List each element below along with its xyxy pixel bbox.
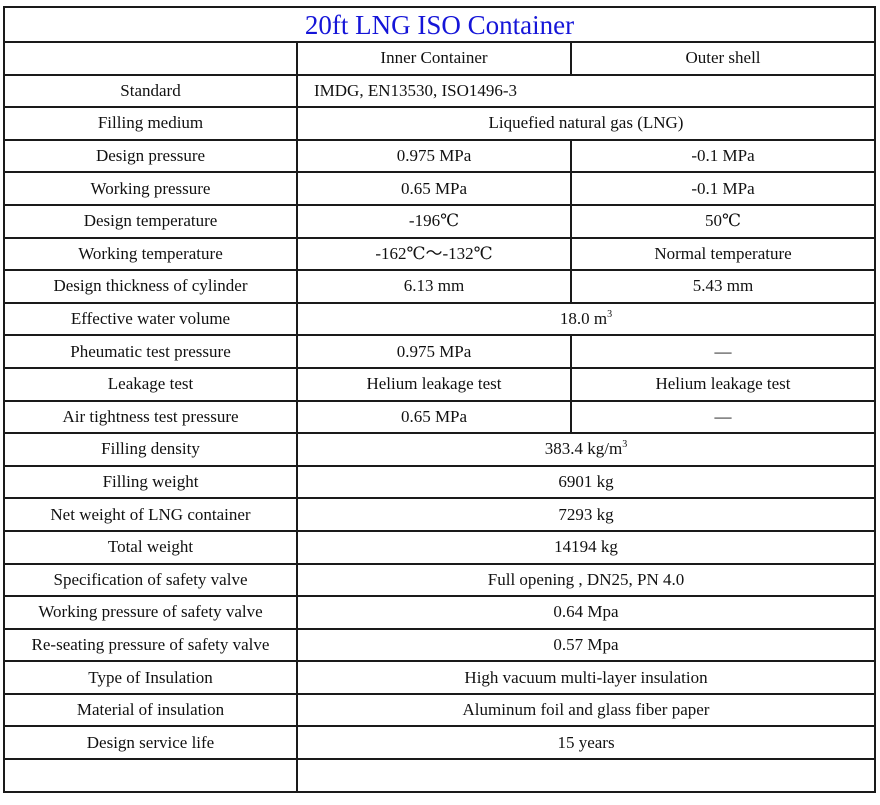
row-value-text: IMDG, EN13530, ISO1496-3: [314, 80, 518, 100]
row-value: 0.57 Mpa: [296, 627, 876, 663]
superscript: 3: [607, 309, 613, 321]
table-row: Effective water volume 18.0 m3: [3, 301, 876, 337]
row-value-inner: 0.975 MPa: [296, 334, 572, 369]
row-label: Working temperature: [3, 236, 298, 272]
row-label: Design thickness of cylinder: [3, 269, 298, 304]
row-value-inner: 0.975 MPa: [296, 138, 572, 174]
row-value-outer: —: [570, 334, 876, 369]
table-row: Standard IMDG, EN13530, ISO1496-3: [3, 73, 876, 109]
table-row: Design service life 15 years: [3, 725, 876, 761]
row-label: Design temperature: [3, 203, 298, 239]
row-label: Filling weight: [3, 464, 298, 500]
row-label: Leakage test: [3, 366, 298, 402]
header-blank: [3, 41, 298, 76]
row-value: Aluminum foil and glass fiber paper: [296, 692, 876, 728]
row-label: Pheumatic test pressure: [3, 334, 298, 369]
table-row: Re-seating pressure of safety valve 0.57 …: [3, 627, 876, 663]
row-value-outer: 50℃: [570, 203, 876, 239]
row-label: Working pressure: [3, 171, 298, 206]
table-row: Air tightness test pressure 0.65 MPa —: [3, 399, 876, 435]
row-value-outer: 5.43 mm: [570, 269, 876, 304]
table-row: Design thickness of cylinder 6.13 mm 5.43 …: [3, 269, 876, 304]
row-value-inner: -196℃: [296, 203, 572, 239]
row-value-outer: Normal temperature: [570, 236, 876, 272]
row-value-inner: Helium leakage test: [296, 366, 572, 402]
row-label: Design pressure: [3, 138, 298, 174]
row-value-text: 15 years: [557, 732, 615, 752]
table-row: Design temperature -196℃ 50℃: [3, 203, 876, 239]
row-value-outer: -0.1 MPa: [570, 171, 876, 206]
table-row: Net weight of LNG container 7293 kg: [3, 497, 876, 532]
row-label: Filling density: [3, 432, 298, 467]
table-row: Total weight 14194 kg: [3, 529, 876, 565]
row-label: Material of insulation: [3, 692, 298, 728]
row-value: IMDG, EN13530, ISO1496-3: [296, 73, 876, 109]
row-value-inner: -162℃～-132℃: [296, 236, 572, 272]
row-label: Total weight: [3, 529, 298, 565]
table-row: Material of insulation Aluminum foil and …: [3, 692, 876, 728]
row-value-text: 0.57 Mpa: [553, 634, 619, 654]
row-label: Filling medium: [3, 106, 298, 141]
table-row: Filling medium Liquefied natural gas (LNG…: [3, 106, 876, 141]
row-label: Net weight of LNG container: [3, 497, 298, 532]
row-value: High vacuum multi-layer insulation: [296, 660, 876, 695]
table-row: Pheumatic test pressure 0.975 MPa —: [3, 334, 876, 369]
row-value-text: 7293 kg: [558, 504, 614, 524]
table-row: Specification of safety valve Full openin…: [3, 562, 876, 598]
row-label: Working pressure of safety valve: [3, 595, 298, 630]
cropped-cell: [3, 758, 298, 793]
row-value: 0.64 Mpa: [296, 595, 876, 630]
header-outer-shell: Outer shell: [570, 41, 876, 76]
header-row: Inner Container Outer shell: [3, 41, 876, 76]
row-label: Air tightness test pressure: [3, 399, 298, 435]
cropped-cell: [296, 758, 876, 793]
table-row: Type of Insulation High vacuum multi-laye…: [3, 660, 876, 695]
row-value-text: 6901 kg: [558, 472, 614, 492]
row-value: 18.0 m3: [296, 301, 876, 337]
row-value-text: Aluminum foil and glass fiber paper: [462, 700, 710, 720]
row-value-outer: —: [570, 399, 876, 435]
row-value-text: 383.4 kg/m: [544, 439, 623, 459]
row-value-text: High vacuum multi-layer insulation: [464, 667, 708, 687]
row-value-text: 18.0 m: [559, 309, 608, 329]
row-value: Full opening , DN25, PN 4.0: [296, 562, 876, 598]
table-row: Filling density 383.4 kg/m3: [3, 432, 876, 467]
row-value-inner: 6.13 mm: [296, 269, 572, 304]
row-value: 14194 kg: [296, 529, 876, 565]
row-value-outer: Helium leakage test: [570, 366, 876, 402]
table-row: Design pressure 0.975 MPa -0.1 MPa: [3, 138, 876, 174]
row-value-outer: -0.1 MPa: [570, 138, 876, 174]
row-value-text: 14194 kg: [554, 537, 618, 557]
row-value: 15 years: [296, 725, 876, 761]
header-inner-container: Inner Container: [296, 41, 572, 76]
table-row: Working pressure of safety valve 0.64 Mpa: [3, 595, 876, 630]
row-label: Effective water volume: [3, 301, 298, 337]
spec-table: 20ft LNG ISO Container Inner Container O…: [3, 6, 876, 793]
table-row: Leakage test Helium leakage test Helium le…: [3, 366, 876, 402]
row-value: Liquefied natural gas (LNG): [296, 106, 876, 141]
table-row: Working pressure 0.65 MPa -0.1 MPa: [3, 171, 876, 206]
row-label: Design service life: [3, 725, 298, 761]
row-label: Re-seating pressure of safety valve: [3, 627, 298, 663]
row-label: Specification of safety valve: [3, 562, 298, 598]
row-value: 7293 kg: [296, 497, 876, 532]
row-value-inner: 0.65 MPa: [296, 171, 572, 206]
title-row: 20ft LNG ISO Container: [3, 6, 876, 43]
row-value-text: Liquefied natural gas (LNG): [488, 113, 684, 133]
table-row: Working temperature -162℃～-132℃ Normal tem…: [3, 236, 876, 272]
table-title: 20ft LNG ISO Container: [3, 6, 876, 43]
table-row-cropped: [3, 758, 876, 793]
row-label: Standard: [3, 73, 298, 109]
row-value-text: 0.64 Mpa: [553, 602, 619, 622]
row-value: 383.4 kg/m3: [296, 432, 876, 467]
row-value: 6901 kg: [296, 464, 876, 500]
row-label: Type of Insulation: [3, 660, 298, 695]
row-value-inner: 0.65 MPa: [296, 399, 572, 435]
row-value-text: Full opening , DN25, PN 4.0: [487, 569, 685, 589]
table-row: Filling weight 6901 kg: [3, 464, 876, 500]
superscript: 3: [622, 439, 628, 451]
